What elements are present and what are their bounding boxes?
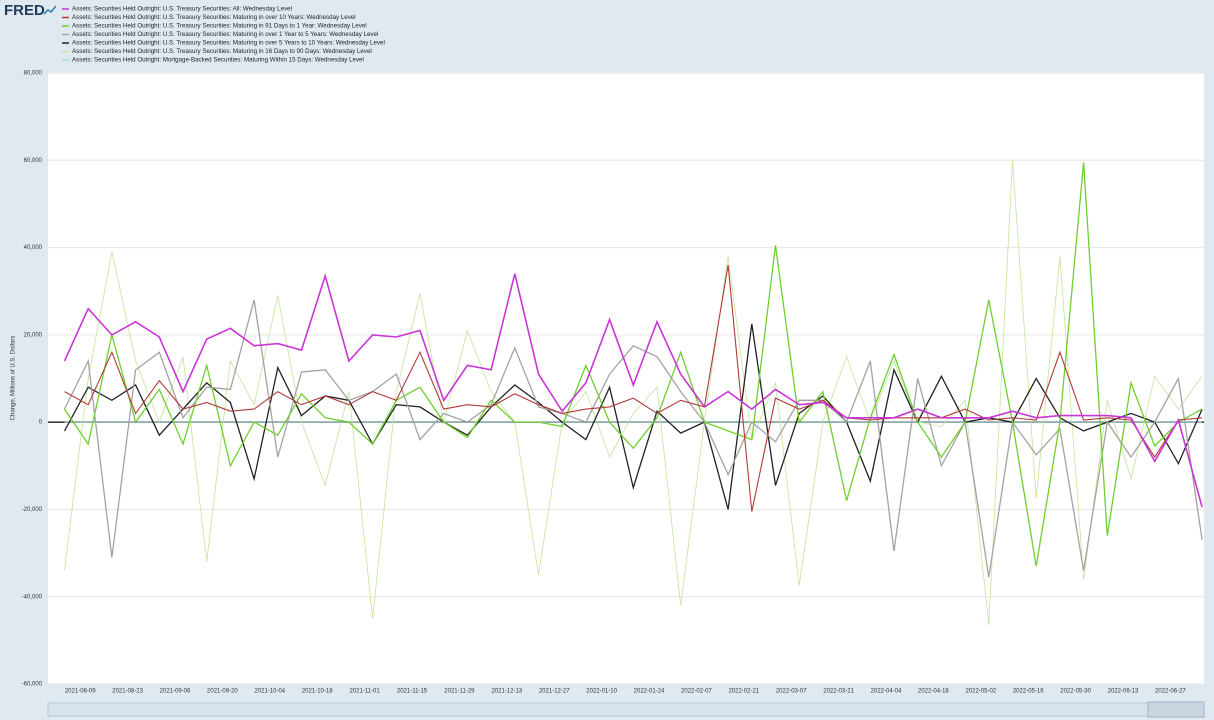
x-tick-label: 2021-10-04 xyxy=(254,689,285,695)
legend-label: Assets: Securities Held Outright: U.S. T… xyxy=(72,31,378,38)
series-line xyxy=(64,160,1203,626)
x-tick-label: 2022-05-30 xyxy=(1060,689,1091,695)
x-tick-label: 2022-01-10 xyxy=(586,689,617,695)
x-tick-label: 2022-03-07 xyxy=(776,689,807,695)
logo: FRED xyxy=(4,2,45,19)
y-tick-label: 60,000 xyxy=(24,158,43,164)
x-tick-label: 2021-11-01 xyxy=(349,689,380,695)
x-tick-label: 2021-10-18 xyxy=(302,689,333,695)
legend-label: Assets: Securities Held Outright: U.S. T… xyxy=(72,48,372,55)
x-tick-label: 2022-04-18 xyxy=(918,689,949,695)
series-line xyxy=(63,162,1203,567)
logo-icon xyxy=(43,5,57,15)
y-tick-label: 40,000 xyxy=(24,245,43,251)
y-tick-label: 80,000 xyxy=(24,71,43,77)
legend-label: Assets: Securities Held Outright: Mortga… xyxy=(72,57,364,64)
x-tick-label: 2021-12-13 xyxy=(491,689,522,695)
y-tick-label: -60,000 xyxy=(22,682,43,688)
x-tick-label: 2021-09-20 xyxy=(207,689,238,695)
series-line xyxy=(63,273,1203,508)
y-tick-label: -20,000 xyxy=(22,507,43,513)
x-tick-label: 2021-09-06 xyxy=(160,689,191,695)
legend-label: Assets: Securities Held Outright: U.S. T… xyxy=(72,14,356,21)
x-tick-label: 2022-06-13 xyxy=(1108,689,1139,695)
x-tick-label: 2021-08-23 xyxy=(112,689,143,695)
x-tick-label: 2021-08-09 xyxy=(65,689,96,695)
x-tick-label: 2022-04-04 xyxy=(871,689,902,695)
x-tick-label: 2022-06-27 xyxy=(1155,689,1186,695)
y-tick-label: 0 xyxy=(39,420,43,426)
legend-label: Assets: Securities Held Outright: U.S. T… xyxy=(72,6,292,13)
x-tick-label: 2021-12-27 xyxy=(539,689,570,695)
x-tick-label: 2021-11-29 xyxy=(444,689,475,695)
x-tick-label: 2022-02-07 xyxy=(681,689,712,695)
navigator-window xyxy=(1147,701,1205,718)
series-line xyxy=(64,264,1203,512)
x-tick-label: 2022-01-24 xyxy=(634,689,665,695)
legend-label: Assets: Securities Held Outright: U.S. T… xyxy=(72,40,385,47)
x-tick-label: 2021-11-15 xyxy=(397,689,428,695)
x-tick-label: 2022-05-16 xyxy=(1013,689,1044,695)
x-tick-label: 2022-05-02 xyxy=(965,689,996,695)
legend-label: Assets: Securities Held Outright: U.S. T… xyxy=(72,23,367,30)
navigator xyxy=(47,702,1205,717)
x-tick-label: 2022-02-21 xyxy=(728,689,759,695)
y-tick-label: 20,000 xyxy=(24,332,43,338)
y-axis-label: Change, Millions of U.S. Dollars xyxy=(11,336,17,421)
x-tick-label: 2022-03-21 xyxy=(823,689,854,695)
plot-area xyxy=(48,73,1204,684)
y-tick-label: -40,000 xyxy=(22,594,43,600)
